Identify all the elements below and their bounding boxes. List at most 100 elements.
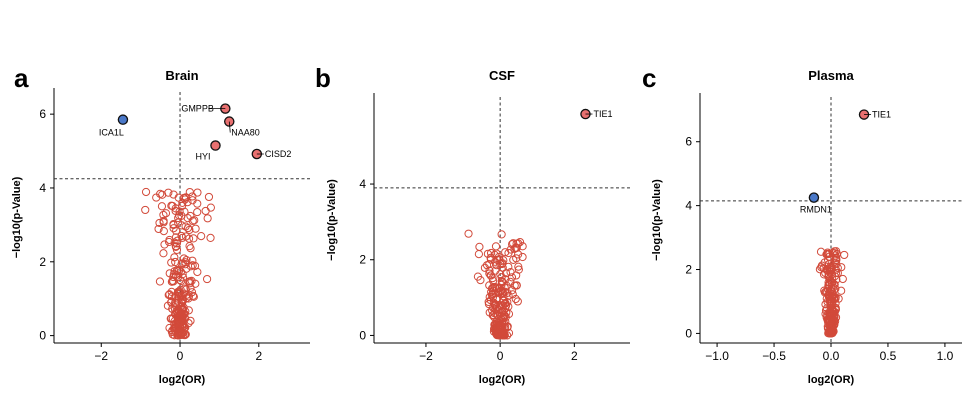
data-point [174, 218, 183, 227]
data-point [831, 265, 841, 274]
data-point [186, 211, 195, 221]
point-label: TIE1 [593, 109, 612, 119]
x-tick-label: −1.0 [705, 349, 729, 363]
point-label: TIE1 [872, 110, 891, 120]
data-point [514, 265, 523, 274]
data-point [183, 198, 192, 207]
data-point [204, 192, 214, 202]
data-point [184, 294, 193, 303]
data-point [826, 297, 835, 307]
y-tick-label: 6 [39, 107, 46, 121]
x-axis-title: log2(OR) [808, 374, 855, 386]
data-point [171, 233, 181, 242]
data-point [186, 262, 195, 271]
point-label: ICA1L [99, 128, 124, 138]
data-point [831, 268, 841, 278]
data-point [831, 251, 840, 260]
label-leader-line [228, 121, 231, 133]
point-label: GMPPB [181, 104, 214, 114]
data-point [186, 244, 195, 253]
data-point [491, 242, 501, 251]
y-axis-title: −log10(p-Value) [11, 176, 23, 258]
panel-brain: a Brain 0 2 4 6 −2 0 2 log2(OR) −log10(p-Value) ICA… [11, 63, 310, 386]
x-tick-label: 0 [497, 349, 504, 363]
data-point [159, 218, 168, 227]
data-point [498, 259, 507, 268]
data-point [474, 249, 483, 259]
data-point [830, 307, 839, 317]
x-axis-title: log2(OR) [159, 374, 206, 386]
data-point [832, 255, 841, 264]
data-point [202, 274, 212, 284]
y-tick-label: 2 [685, 263, 692, 277]
panel-csf: b CSF 0 2 4 −2 0 2 log2(OR) −log10(p-Value) TIE1 [315, 63, 630, 386]
data-point [155, 218, 164, 228]
data-point [464, 229, 473, 238]
x-tick-label: 2 [571, 349, 578, 363]
data-point [193, 267, 202, 277]
data-point [489, 303, 498, 312]
data-point [159, 249, 168, 258]
y-tick-label: 0 [39, 329, 46, 343]
data-point [165, 269, 174, 278]
data-point [179, 330, 188, 340]
data-point [172, 226, 181, 235]
data-point [497, 230, 506, 239]
data-point [193, 188, 202, 197]
data-point [820, 258, 829, 267]
data-point [189, 234, 198, 243]
data-point [492, 261, 501, 270]
data-point [206, 203, 215, 212]
data-point [174, 213, 183, 223]
data-point [822, 265, 831, 274]
x-tick-label: 0 [177, 349, 184, 363]
data-point [188, 291, 198, 300]
data-point [826, 322, 835, 331]
data-point [141, 205, 150, 215]
x-tick-label: −0.5 [762, 349, 786, 363]
data-point [203, 214, 212, 223]
data-point [837, 286, 846, 295]
y-tick-label: 4 [685, 199, 692, 213]
data-point [485, 266, 494, 275]
data-point [185, 225, 194, 235]
point-label: RMDN1 [800, 205, 832, 215]
data-point [827, 264, 836, 273]
data-point [838, 274, 847, 284]
y-tick-label: 4 [359, 177, 366, 191]
data-point [513, 297, 522, 306]
x-tick-label: −2 [419, 349, 433, 363]
panel-letter: a [14, 63, 29, 93]
y-tick-label: 6 [685, 135, 692, 149]
data-point [167, 277, 176, 286]
data-point [170, 238, 179, 247]
x-tick-label: 0.5 [880, 349, 897, 363]
data-point [497, 273, 506, 282]
data-point [170, 319, 179, 329]
data-point [181, 258, 190, 267]
data-point [825, 249, 834, 258]
data-point [514, 239, 523, 248]
data-point [822, 313, 831, 322]
data-point [832, 275, 841, 284]
data-point [156, 189, 165, 199]
data-point [188, 261, 197, 270]
chart-title: Plasma [808, 68, 854, 83]
y-tick-label: 4 [39, 181, 46, 195]
data-point [177, 259, 186, 268]
data-point [201, 206, 210, 216]
data-point [176, 267, 186, 276]
data-point [475, 242, 484, 251]
data-point [491, 266, 500, 275]
data-point [179, 254, 189, 263]
data-point [188, 216, 197, 226]
data-point [826, 329, 836, 338]
chart-title: CSF [489, 68, 515, 83]
data-point [500, 320, 509, 329]
data-point [820, 288, 830, 297]
data-point [174, 193, 183, 202]
y-tick-label: 2 [359, 253, 366, 267]
x-axis-title: log2(OR) [479, 374, 526, 386]
data-point [174, 292, 184, 301]
panel-letter: c [642, 63, 656, 93]
